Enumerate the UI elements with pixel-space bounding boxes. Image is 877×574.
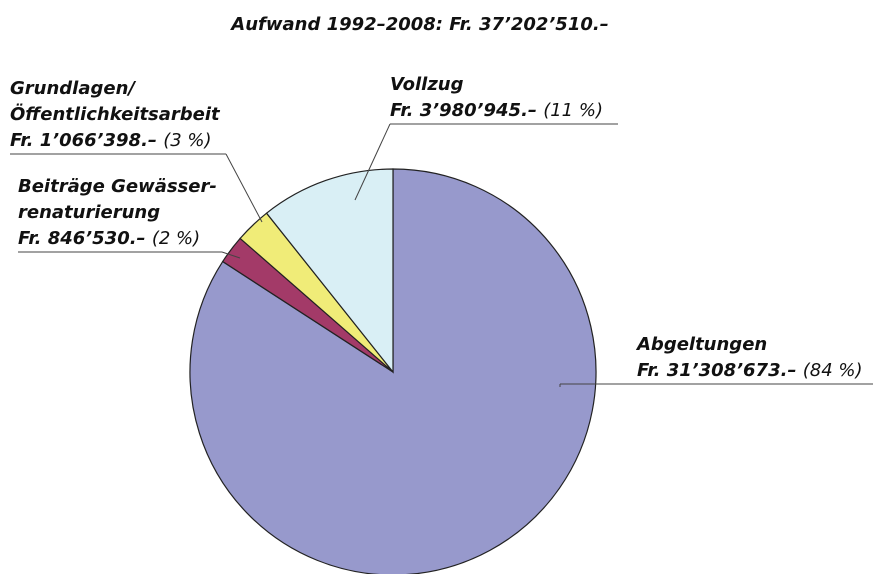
leader-line <box>225 153 263 223</box>
percent-label: (84 %) <box>803 360 863 381</box>
slice-value: Fr. 846’530.– (2 %) <box>18 228 200 249</box>
value-label: Fr. 31’308’673.– <box>637 360 796 381</box>
slice-label: Öffentlichkeitsarbeit <box>10 103 221 125</box>
leader-line <box>221 251 241 259</box>
slice-label: Beiträge Gewässer- <box>18 176 217 197</box>
slice-label: Vollzug <box>390 74 464 95</box>
slice-value: Fr. 31’308’673.– (84 %) <box>637 360 863 381</box>
leader-line <box>354 123 391 201</box>
percent-label: (11 %) <box>543 100 603 121</box>
slice-value: Fr. 3’980’945.– (11 %) <box>390 100 603 121</box>
percent-label: (2 %) <box>152 228 200 249</box>
slice-label: Grundlagen/ <box>10 78 136 99</box>
slice-label: renaturierung <box>18 202 160 223</box>
pie-slice <box>265 168 394 374</box>
slice-label: Abgeltungen <box>635 334 767 355</box>
value-label: Fr. 1’066’398.– <box>10 130 157 151</box>
value-label: Fr. 846’530.– <box>18 228 146 249</box>
percent-label: (3 %) <box>163 130 211 151</box>
value-label: Fr. 3’980’945.– <box>390 100 537 121</box>
slice-value: Fr. 1’066’398.– (3 %) <box>10 130 212 151</box>
chart-title: Aufwand 1992–2008: Fr. 37’202’510.– <box>229 14 608 35</box>
